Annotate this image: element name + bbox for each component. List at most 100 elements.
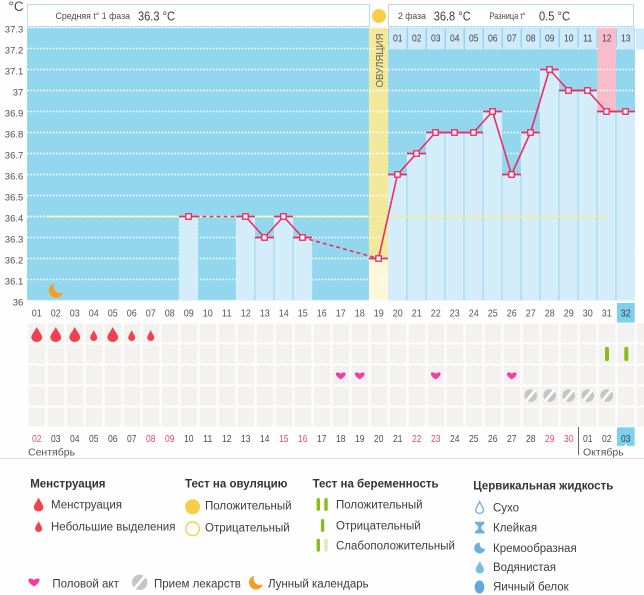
- svg-text:Водянистая: Водянистая: [493, 562, 556, 574]
- svg-text:22: 22: [431, 307, 441, 319]
- svg-text:Отрицательный: Отрицательный: [205, 522, 290, 534]
- svg-text:08: 08: [165, 307, 175, 319]
- svg-text:Слабоположительный: Слабоположительный: [336, 541, 455, 553]
- svg-text:27: 27: [507, 433, 517, 445]
- svg-text:24: 24: [469, 307, 479, 319]
- svg-text:10: 10: [184, 433, 194, 445]
- svg-text:09: 09: [165, 433, 175, 445]
- svg-text:2 фаза: 2 фаза: [398, 11, 427, 21]
- svg-text:36.2: 36.2: [5, 256, 24, 267]
- svg-text:Клейкая: Клейкая: [493, 523, 537, 535]
- svg-text:15: 15: [279, 433, 289, 445]
- svg-text:20: 20: [393, 307, 403, 319]
- svg-text:Средняя t° 1 фаза: Средняя t° 1 фаза: [56, 11, 131, 21]
- svg-text:0.5 °C: 0.5 °C: [539, 9, 570, 24]
- svg-text:26: 26: [507, 307, 517, 319]
- svg-text:Положительный: Положительный: [205, 500, 292, 512]
- svg-text:36.6: 36.6: [5, 172, 24, 183]
- svg-text:30: 30: [564, 433, 574, 445]
- svg-text:12: 12: [222, 433, 232, 445]
- svg-text:20: 20: [374, 433, 384, 445]
- svg-text:36: 36: [13, 298, 24, 309]
- svg-text:36.3 °C: 36.3 °C: [138, 9, 175, 24]
- svg-text:29: 29: [545, 433, 555, 445]
- svg-text:01: 01: [32, 307, 42, 319]
- svg-text:08: 08: [146, 433, 156, 445]
- svg-text:07: 07: [507, 33, 517, 45]
- svg-text:21: 21: [412, 307, 422, 319]
- svg-text:26: 26: [488, 433, 498, 445]
- svg-text:09: 09: [545, 33, 555, 45]
- svg-text:36.7: 36.7: [5, 151, 24, 162]
- svg-text:37.2: 37.2: [5, 46, 24, 57]
- svg-text:15: 15: [298, 307, 308, 319]
- svg-text:36.5: 36.5: [5, 193, 24, 204]
- svg-text:ОВУЛЯЦИЯ: ОВУЛЯЦИЯ: [375, 34, 386, 88]
- svg-text:06: 06: [127, 307, 137, 319]
- svg-text:31: 31: [602, 307, 612, 319]
- svg-text:02: 02: [412, 33, 422, 45]
- svg-text:36.8 °C: 36.8 °C: [434, 9, 471, 24]
- svg-text:28: 28: [526, 433, 536, 445]
- svg-text:Кремообразная: Кремообразная: [493, 543, 577, 555]
- svg-text:18: 18: [355, 307, 365, 319]
- svg-text:17: 17: [336, 307, 346, 319]
- svg-text:Менструация: Менструация: [30, 479, 105, 491]
- svg-text:36.3: 36.3: [5, 235, 24, 246]
- svg-text:28: 28: [545, 307, 555, 319]
- svg-text:06: 06: [108, 433, 118, 445]
- svg-text:11: 11: [222, 307, 232, 319]
- svg-text:Прием лекарств: Прием лекарств: [154, 579, 241, 591]
- svg-text:03: 03: [51, 433, 61, 445]
- svg-text:04: 04: [70, 433, 80, 445]
- svg-text:13: 13: [621, 33, 631, 45]
- svg-text:02: 02: [602, 433, 612, 445]
- svg-text:05: 05: [469, 33, 479, 45]
- svg-text:Тест на овуляцию: Тест на овуляцию: [185, 479, 288, 491]
- svg-text:27: 27: [526, 307, 536, 319]
- svg-text:Октябрь: Октябрь: [583, 446, 624, 458]
- svg-text:12: 12: [241, 307, 251, 319]
- svg-text:17: 17: [317, 433, 327, 445]
- svg-text:07: 07: [146, 307, 156, 319]
- svg-text:03: 03: [621, 433, 631, 445]
- svg-text:14: 14: [279, 307, 289, 319]
- svg-text:37: 37: [13, 88, 24, 99]
- svg-text:03: 03: [431, 33, 441, 45]
- svg-text:Сухо: Сухо: [493, 503, 519, 515]
- svg-text:02: 02: [51, 307, 61, 319]
- svg-text:13: 13: [260, 307, 270, 319]
- svg-text:37.3: 37.3: [5, 25, 24, 36]
- svg-text:16: 16: [317, 307, 327, 319]
- svg-text:06: 06: [488, 33, 498, 45]
- svg-text:11: 11: [583, 33, 593, 45]
- svg-text:Цервикальная жидкость: Цервикальная жидкость: [473, 481, 613, 493]
- svg-text:Менструация: Менструация: [51, 500, 122, 512]
- svg-text:°C: °C: [9, 0, 24, 14]
- svg-text:11: 11: [203, 433, 213, 445]
- svg-text:Лунный календарь: Лунный календарь: [268, 579, 369, 591]
- svg-text:Тест на беременность: Тест на беременность: [313, 479, 439, 491]
- svg-text:Отрицательный: Отрицательный: [336, 521, 421, 533]
- svg-text:12: 12: [602, 33, 612, 45]
- svg-text:04: 04: [89, 307, 99, 319]
- svg-text:13: 13: [241, 433, 251, 445]
- svg-text:36.4: 36.4: [5, 214, 24, 225]
- svg-text:16: 16: [298, 433, 308, 445]
- svg-text:10: 10: [564, 33, 574, 45]
- svg-text:36.1: 36.1: [5, 277, 24, 288]
- svg-text:36.9: 36.9: [5, 109, 24, 120]
- svg-text:14: 14: [260, 433, 270, 445]
- svg-text:37.1: 37.1: [5, 67, 24, 78]
- svg-text:21: 21: [393, 433, 403, 445]
- svg-text:05: 05: [108, 307, 118, 319]
- svg-text:01: 01: [583, 433, 593, 445]
- svg-text:30: 30: [583, 307, 593, 319]
- svg-text:Разница t°: Разница t°: [489, 11, 525, 21]
- svg-text:29: 29: [564, 307, 574, 319]
- svg-text:18: 18: [336, 433, 346, 445]
- svg-text:23: 23: [450, 307, 460, 319]
- svg-text:25: 25: [469, 433, 479, 445]
- svg-text:32: 32: [621, 307, 631, 319]
- svg-text:25: 25: [488, 307, 498, 319]
